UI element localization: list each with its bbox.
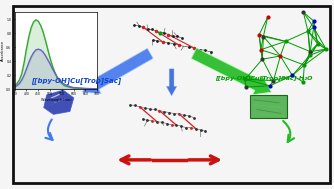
Text: [[bpy-OH]Cu[Trop]Sac]·H₂O: [[bpy-OH]Cu[Trop]Sac]·H₂O — [215, 76, 312, 81]
FancyArrow shape — [191, 48, 271, 95]
FancyBboxPatch shape — [250, 95, 287, 118]
FancyArrow shape — [166, 69, 177, 96]
Polygon shape — [44, 90, 74, 114]
FancyArrow shape — [82, 48, 153, 94]
Text: [[bpy-OH]Cu[Trop]Sac]: [[bpy-OH]Cu[Trop]Sac] — [31, 77, 121, 84]
